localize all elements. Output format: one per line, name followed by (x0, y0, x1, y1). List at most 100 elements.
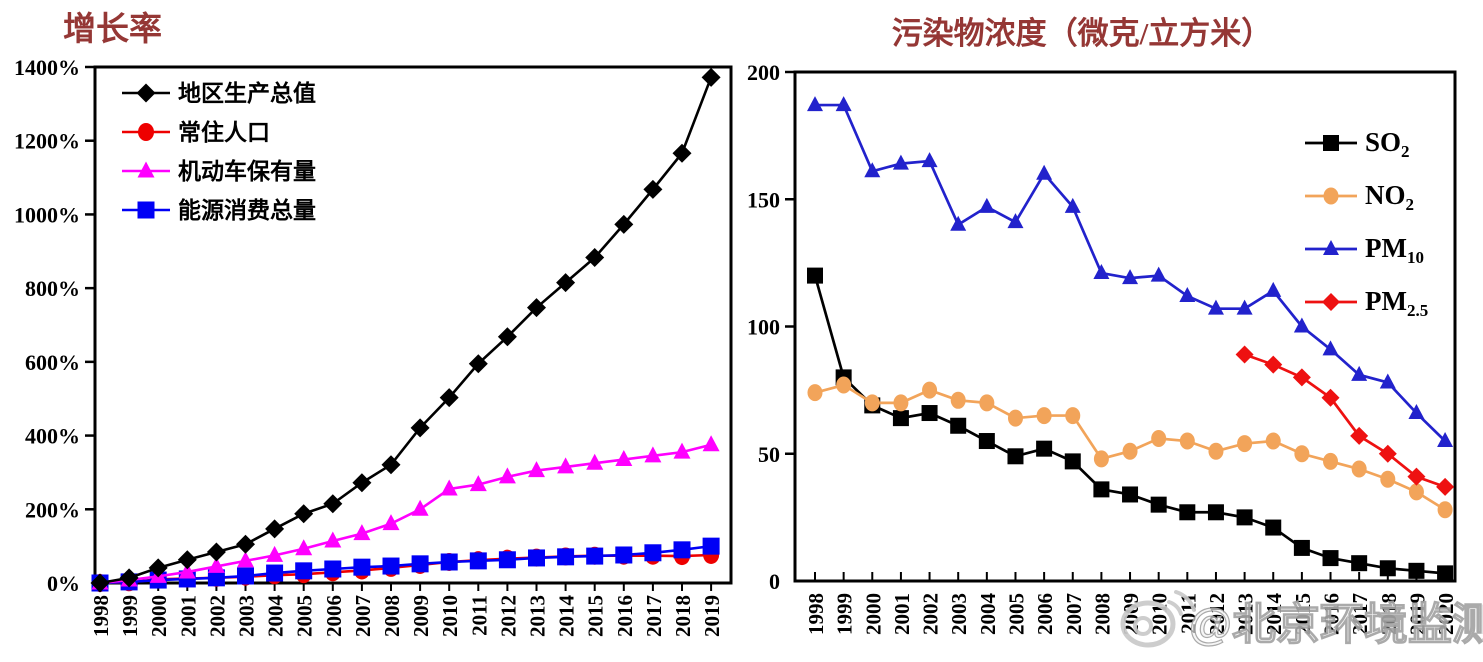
y-tick-label: 200 (747, 60, 780, 85)
x-tick-label: 2020 (1434, 593, 1458, 635)
marker-PM2.5 (1407, 467, 1426, 486)
marker-能源消费总量 (207, 569, 225, 587)
marker-地区生产总值 (527, 298, 546, 318)
x-tick-label: 2011 (467, 595, 491, 636)
marker-地区生产总值 (468, 354, 488, 374)
x-tick-label: 2017 (1348, 593, 1372, 635)
y-tick-label: 200% (25, 497, 80, 522)
legend-label-NO2: NO2 (1365, 180, 1414, 214)
legend-label-SO2: SO2 (1365, 127, 1410, 161)
marker-SO2 (1207, 504, 1224, 521)
marker-PM10 (1007, 213, 1024, 229)
marker-PM2.5 (1436, 477, 1455, 496)
legend-marker-能源消费总量 (137, 201, 155, 219)
x-tick-label: 2012 (1205, 593, 1229, 635)
marker-PM10 (1265, 281, 1282, 297)
legend-marker-SO2 (1323, 135, 1339, 151)
marker-能源消费总量 (528, 549, 545, 567)
x-tick-label: 2003 (235, 595, 259, 637)
marker-机动车保有量 (557, 457, 575, 474)
marker-NO2 (1007, 409, 1023, 427)
marker-PM10 (1351, 365, 1368, 381)
plot-frame (93, 65, 733, 585)
marker-PM10 (835, 96, 852, 112)
marker-SO2 (892, 410, 909, 427)
watermark-text: @北京环境监测 (1189, 600, 1483, 649)
marker-机动车保有量 (528, 461, 545, 478)
legend-label-地区生产总值: 地区生产总值 (178, 80, 316, 106)
watermark: @北京环境监测 (1120, 590, 1483, 650)
growth-rate-plot: 0% 200% 400% 600% 800% 1000% 1200% 1400% 1998 199… (14, 55, 733, 637)
marker-NO2 (1408, 483, 1424, 501)
marker-NO2 (807, 384, 823, 402)
marker-SO2 (1293, 539, 1310, 556)
marker-NO2 (1093, 450, 1109, 468)
marker-SO2 (1150, 496, 1167, 513)
x-tick-label: 2000 (147, 595, 171, 637)
marker-地区生产总值 (206, 542, 226, 562)
marker-地区生产总值 (119, 568, 139, 588)
x-tick-label: 2006 (322, 595, 346, 637)
x-tick-label: 2016 (613, 595, 637, 637)
marker-NO2 (893, 394, 909, 412)
marker-机动车保有量 (295, 539, 313, 556)
marker-PM10 (1093, 264, 1110, 280)
x-tick-label: 2018 (1377, 593, 1401, 635)
marker-NO2 (1151, 429, 1167, 447)
marker-NO2 (864, 394, 880, 412)
series-line-地区生产总值 (99, 76, 713, 585)
marker-地区生产总值 (90, 573, 110, 593)
x-tick-label: 2002 (205, 595, 229, 637)
marker-SO2 (1036, 440, 1053, 457)
marker-SO2 (950, 417, 967, 434)
marker-地区生产总值 (410, 418, 430, 438)
marker-机动车保有量 (702, 435, 720, 452)
marker-SO2 (1064, 453, 1081, 470)
pollutant-concentration-chart: 污染物浓度（微克/立方米） 0 50 100 150 200 1998 1999 2000 20… (745, 0, 1483, 662)
y-tick-label: 50 (758, 442, 780, 467)
marker-地区生产总值 (177, 550, 197, 570)
x-tick-label: 2002 (919, 593, 943, 635)
x-tick-label: 2004 (976, 593, 1000, 636)
marker-地区生产总值 (439, 388, 459, 408)
marker-机动车保有量 (382, 514, 400, 531)
legend-marker-NO2 (1323, 187, 1339, 205)
x-tick-label: 1999 (118, 595, 142, 637)
marker-能源消费总量 (237, 567, 254, 585)
marker-能源消费总量 (702, 537, 720, 555)
y-tick-label: 800% (25, 276, 80, 301)
legend-marker-常住人口 (138, 123, 154, 141)
x-tick-label: 2005 (1004, 593, 1028, 635)
weibo-icon (1120, 590, 1196, 648)
marker-能源消费总量 (644, 544, 662, 562)
marker-SO2 (1265, 519, 1282, 536)
legend-marker-PM2.5 (1322, 293, 1340, 311)
marker-NO2 (1237, 435, 1253, 453)
x-tick-label: 2014 (1262, 593, 1286, 636)
x-tick-label: 2018 (671, 595, 695, 637)
marker-NO2 (1437, 501, 1453, 519)
marker-机动车保有量 (586, 453, 604, 470)
marker-能源消费总量 (557, 548, 575, 566)
pollutant-chart-title: 污染物浓度（微克/立方米） (891, 16, 1273, 51)
marker-机动车保有量 (207, 556, 225, 573)
marker-地区生产总值 (352, 473, 372, 493)
marker-机动车保有量 (324, 531, 342, 548)
marker-机动车保有量 (411, 499, 429, 516)
marker-能源消费总量 (382, 557, 400, 575)
legend-marker-PM10 (1323, 240, 1339, 255)
marker-NO2 (836, 376, 852, 394)
x-tick-label: 2000 (861, 593, 885, 635)
legend-label-能源消费总量: 能源消费总量 (178, 197, 316, 223)
marker-机动车保有量 (469, 475, 487, 492)
marker-NO2 (1351, 460, 1367, 478)
y-tick-label: 400% (25, 424, 80, 449)
marker-PM10 (864, 162, 881, 178)
x-tick-label: 1998 (804, 593, 828, 635)
marker-地区生产总值 (265, 519, 285, 539)
marker-NO2 (1208, 442, 1224, 460)
marker-PM10 (1236, 299, 1253, 315)
marker-PM10 (1179, 286, 1196, 302)
marker-能源消费总量 (411, 555, 429, 573)
marker-地区生产总值 (236, 534, 255, 554)
